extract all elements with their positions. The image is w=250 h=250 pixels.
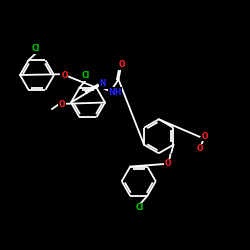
Text: N: N xyxy=(100,79,106,88)
Text: O: O xyxy=(201,132,208,141)
Text: Cl: Cl xyxy=(81,72,90,80)
Text: O: O xyxy=(165,159,171,168)
Text: O: O xyxy=(197,144,203,153)
Text: Cl: Cl xyxy=(32,44,40,53)
Text: O: O xyxy=(118,60,125,69)
Text: Cl: Cl xyxy=(136,203,144,212)
Text: O: O xyxy=(61,71,68,80)
Text: NH: NH xyxy=(108,88,122,97)
Text: O: O xyxy=(59,100,66,109)
